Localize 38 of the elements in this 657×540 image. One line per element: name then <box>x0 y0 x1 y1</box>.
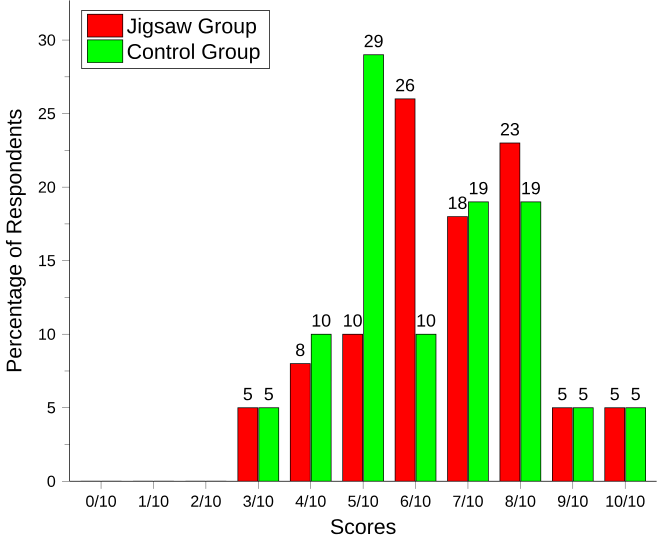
y-tick-label: 20 <box>38 181 56 193</box>
legend-label: Control Group <box>128 43 260 64</box>
legend-label: Jigsaw Group <box>127 18 256 38</box>
x-tick-label: 10/10 <box>606 495 645 507</box>
x-tick-label: 6/10 <box>400 495 430 507</box>
data-label: 23 <box>500 122 519 136</box>
data-label: 8 <box>296 344 304 356</box>
data-label: 5 <box>631 388 640 400</box>
x-tick-label: 3/10 <box>243 495 274 507</box>
y-axis-title: Percentage of Respondents <box>6 110 26 372</box>
data-label: 5 <box>610 388 619 400</box>
y-tick-label: 10 <box>39 328 56 340</box>
data-label: 26 <box>396 78 414 92</box>
data-label: 5 <box>264 388 273 400</box>
data-label: 5 <box>579 388 588 400</box>
x-tick-label: 9/10 <box>558 495 588 507</box>
x-tick-label: 7/10 <box>453 495 483 507</box>
y-tick-label: 30 <box>38 34 56 46</box>
data-label: 5 <box>244 388 252 400</box>
x-tick-label: 0/10 <box>86 495 116 507</box>
data-label: 19 <box>522 182 540 194</box>
data-label: 19 <box>470 182 488 194</box>
data-label: 10 <box>312 314 330 327</box>
y-tick-label: 0 <box>47 476 56 487</box>
data-label: 5 <box>558 388 566 400</box>
x-axis-title: Scores <box>330 519 396 534</box>
data-label: 29 <box>364 34 383 48</box>
x-tick-label: 1/10 <box>139 495 168 507</box>
x-tick-label: 4/10 <box>296 495 326 507</box>
y-tick-label: 15 <box>39 255 56 266</box>
y-tick-label: 25 <box>38 108 56 120</box>
data-label: 18 <box>448 196 467 210</box>
x-tick-label: 8/10 <box>506 495 536 507</box>
data-label: 10 <box>344 314 362 327</box>
y-tick-label: 5 <box>48 402 56 414</box>
data-label: 10 <box>418 314 436 327</box>
x-tick-label: 2/10 <box>191 495 221 507</box>
x-tick-label: 5/10 <box>348 495 378 507</box>
